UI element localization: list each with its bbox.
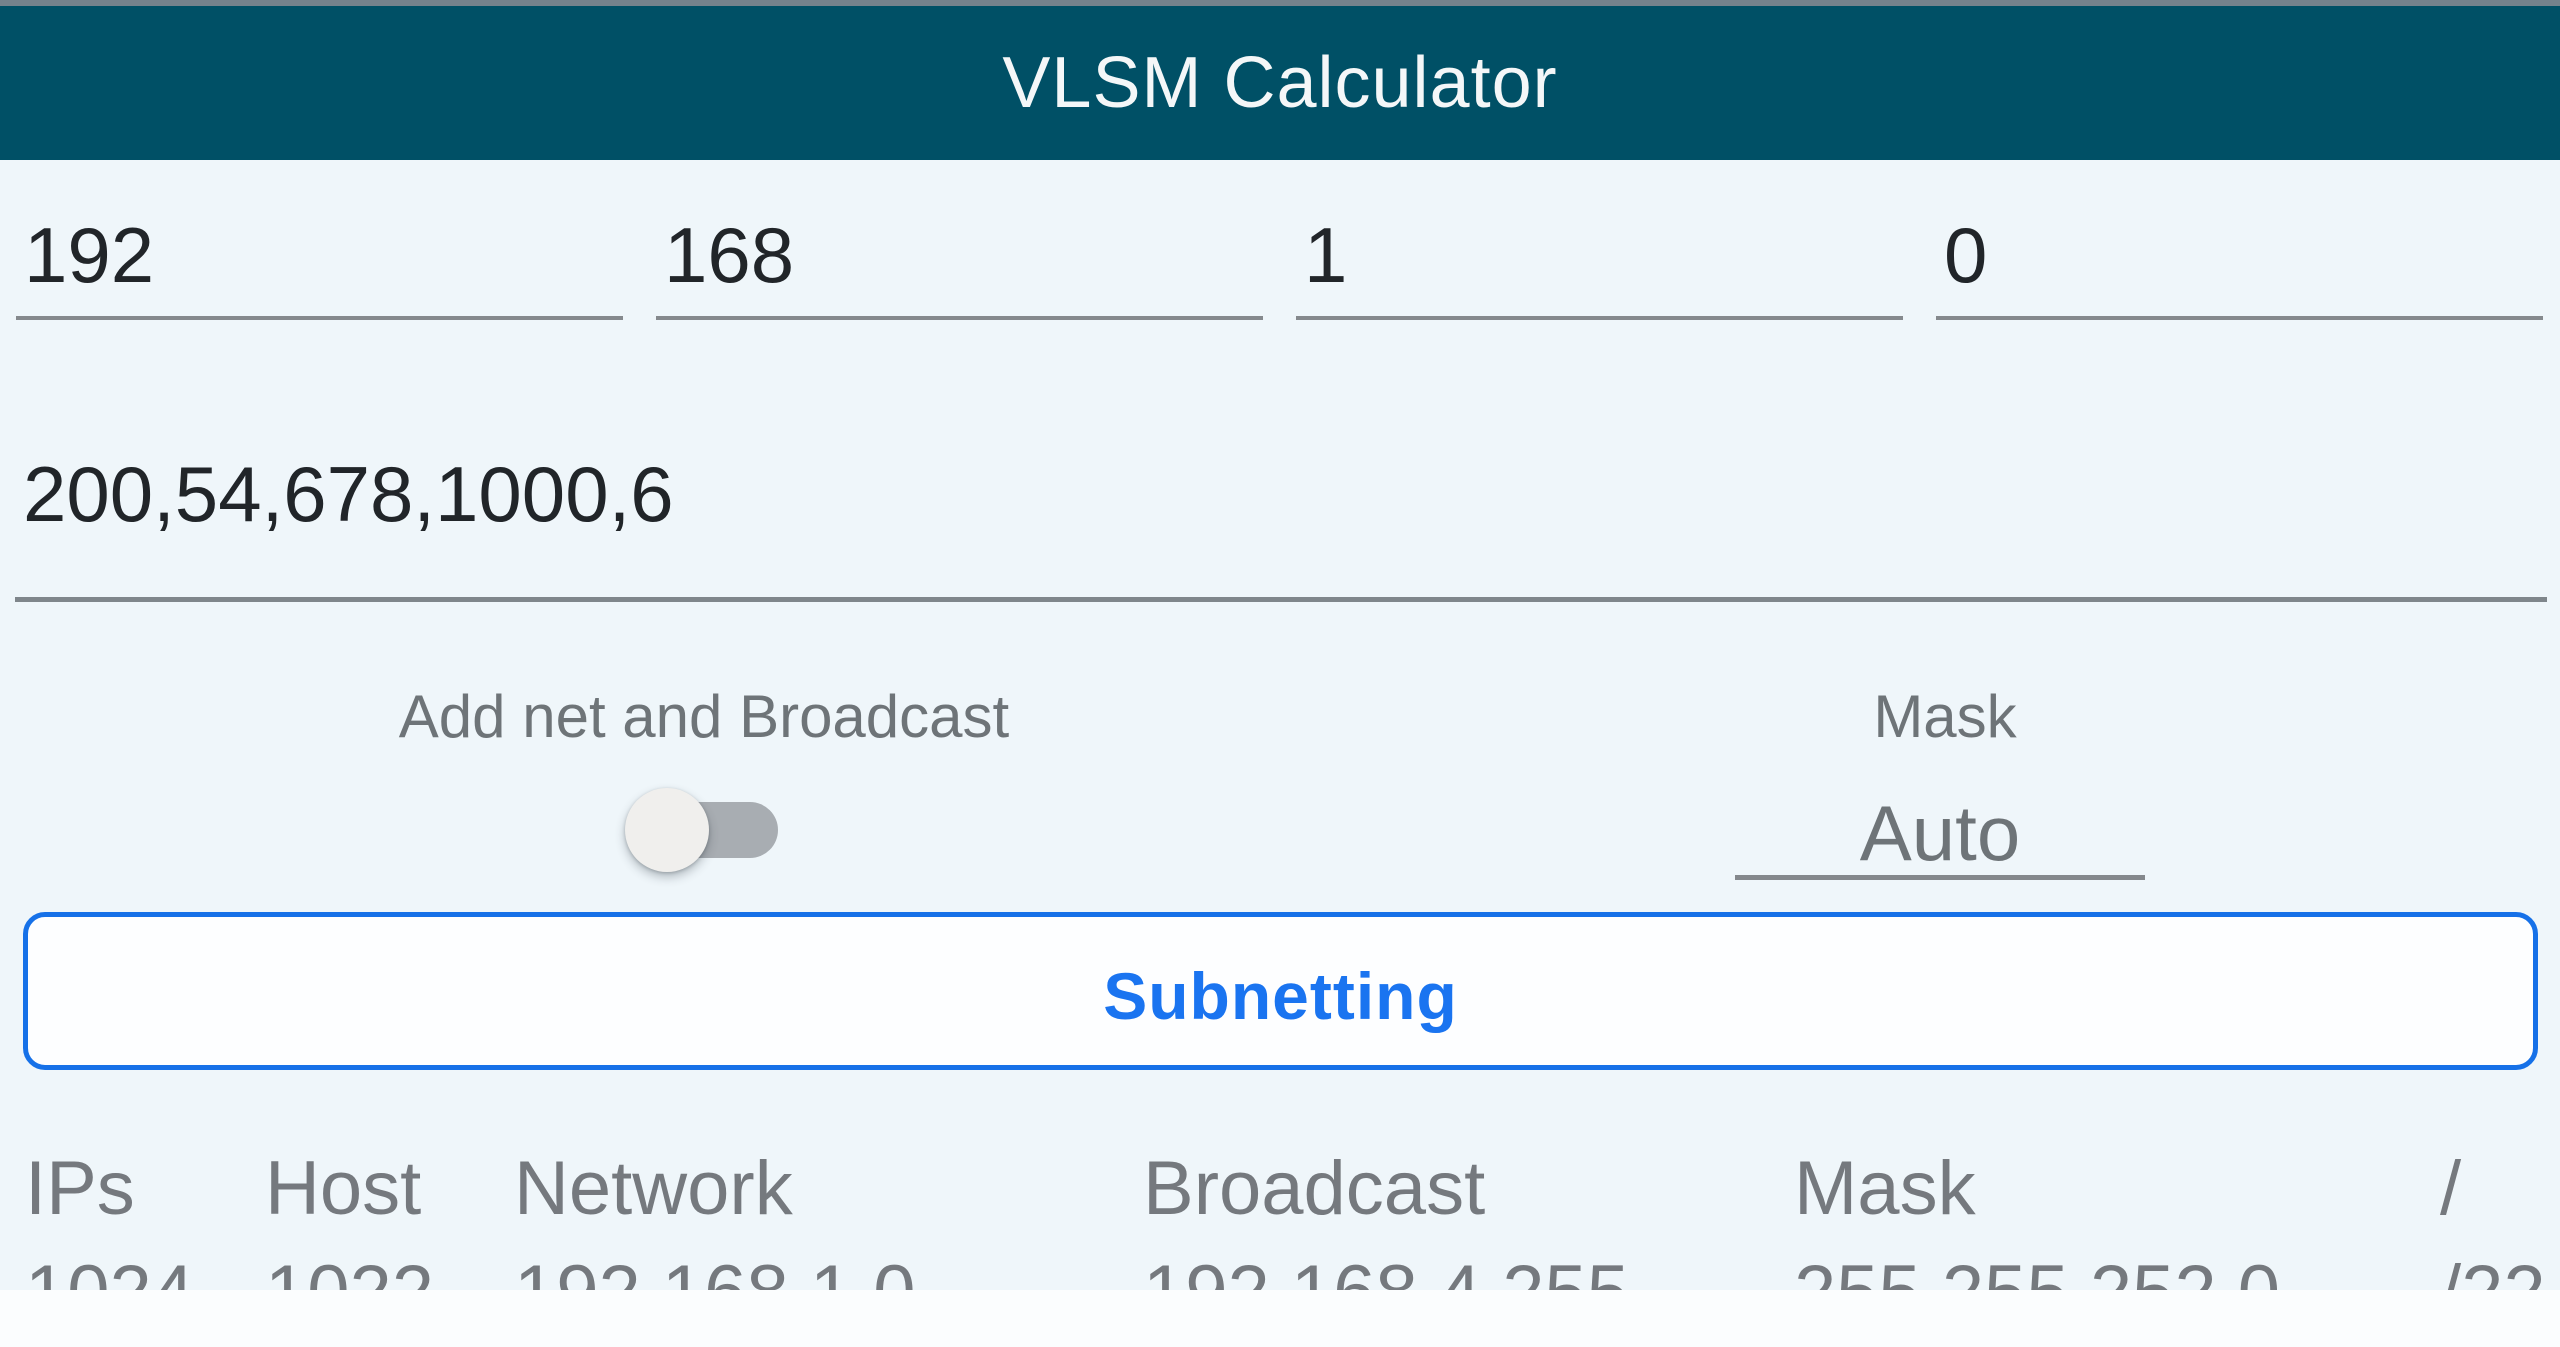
subnetting-button[interactable]: Subnetting bbox=[23, 912, 2538, 1070]
hosts-list-input[interactable] bbox=[15, 452, 2547, 602]
add-net-broadcast-toggle[interactable] bbox=[625, 788, 778, 873]
top-divider bbox=[0, 0, 2560, 6]
subnetting-button-label: Subnetting bbox=[1103, 958, 1458, 1033]
bottom-strip bbox=[0, 1290, 2560, 1347]
header-ips: IPs bbox=[25, 1146, 135, 1231]
mask-label: Mask bbox=[1873, 683, 2017, 750]
results-table-header: IPs Host Network Broadcast Mask / bbox=[25, 1134, 2560, 1244]
header-broadcast: Broadcast bbox=[1143, 1146, 1486, 1231]
toggle-thumb bbox=[625, 788, 709, 872]
octet-2-input[interactable] bbox=[656, 212, 1263, 320]
header-host: Host bbox=[265, 1146, 422, 1231]
header-prefix: / bbox=[2440, 1146, 2462, 1231]
page-title: VLSM Calculator bbox=[1002, 43, 1558, 123]
octet-3-input[interactable] bbox=[1296, 212, 1903, 320]
ip-octet-inputs bbox=[16, 212, 2543, 320]
mask-input[interactable] bbox=[1735, 791, 2145, 880]
header-network: Network bbox=[514, 1146, 793, 1231]
octet-1-input[interactable] bbox=[16, 212, 623, 320]
octet-4-input[interactable] bbox=[1936, 212, 2543, 320]
add-net-broadcast-label: Add net and Broadcast bbox=[398, 683, 1010, 750]
app-bar: VLSM Calculator bbox=[0, 6, 2560, 160]
header-mask: Mask bbox=[1794, 1146, 1976, 1231]
